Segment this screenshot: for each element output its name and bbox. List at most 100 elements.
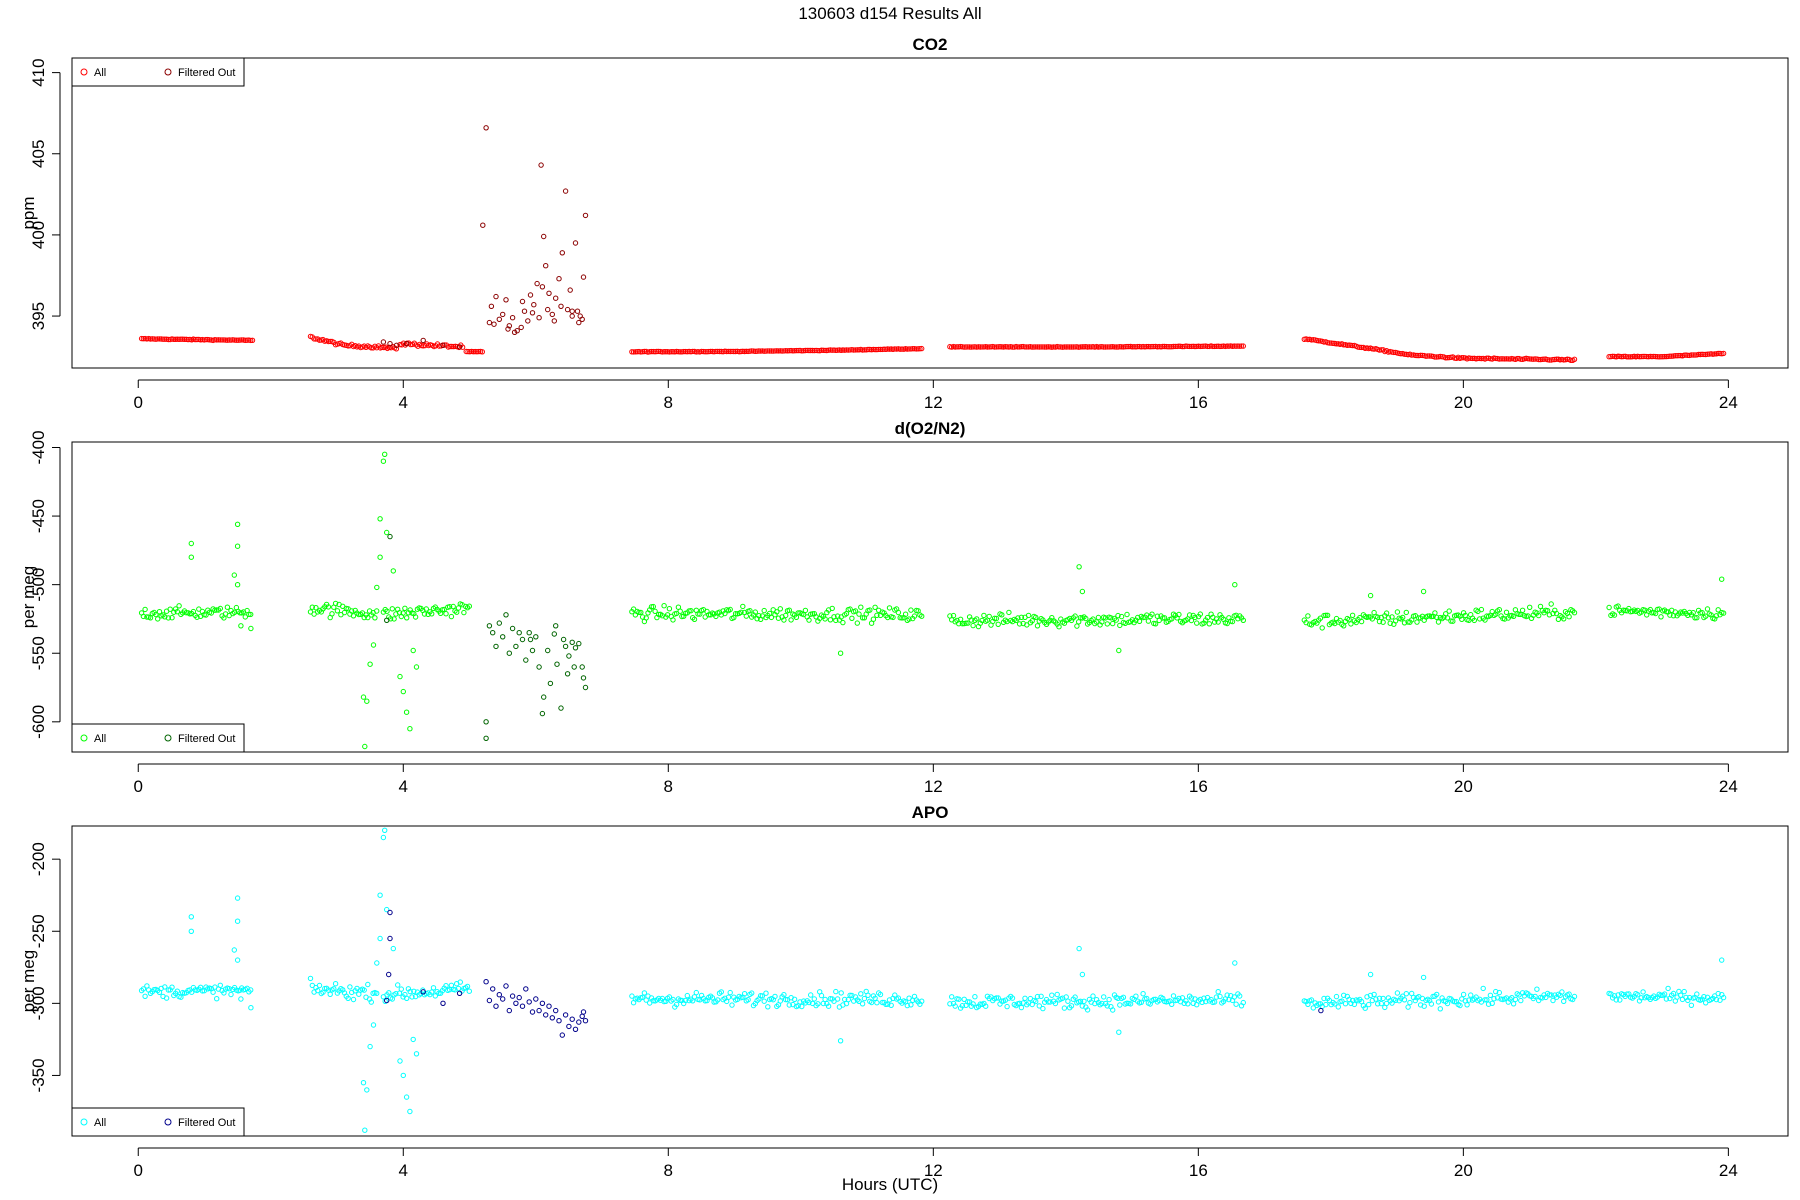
data-point xyxy=(1428,1001,1435,1007)
data-point xyxy=(881,346,887,352)
data-point xyxy=(1638,995,1645,1001)
data-point xyxy=(377,935,383,942)
data-point xyxy=(874,1000,880,1006)
data-point xyxy=(1394,609,1401,615)
data-point xyxy=(809,611,816,617)
x-tick-label: 8 xyxy=(664,393,673,412)
data-point xyxy=(1144,995,1150,1002)
filtered-point xyxy=(556,1018,562,1024)
filtered-point xyxy=(582,212,589,219)
data-point xyxy=(995,995,1001,1001)
data-point xyxy=(1029,618,1035,624)
data-point xyxy=(915,346,921,352)
data-point xyxy=(248,611,254,618)
data-point xyxy=(684,992,690,999)
data-point xyxy=(983,1003,989,1009)
filtered-point xyxy=(486,623,493,629)
data-point xyxy=(1204,343,1211,350)
data-point xyxy=(1102,615,1109,621)
y-axis-label: per meg xyxy=(19,566,38,628)
data-point xyxy=(1179,343,1186,350)
filtered-point xyxy=(536,1007,542,1014)
data-point xyxy=(1235,343,1241,349)
x-tick-label: 20 xyxy=(1454,1161,1473,1180)
data-point xyxy=(1025,612,1032,619)
filtered-point xyxy=(386,971,392,978)
data-point xyxy=(677,997,683,1003)
filtered-point xyxy=(519,636,526,643)
data-point xyxy=(856,998,862,1004)
data-point xyxy=(1412,352,1419,359)
data-point xyxy=(981,612,987,619)
filtered-point xyxy=(519,298,526,305)
filtered-point xyxy=(559,1032,565,1038)
data-point xyxy=(1627,354,1634,360)
filtered-point xyxy=(569,313,575,319)
data-point xyxy=(629,349,635,355)
data-point xyxy=(1487,992,1494,998)
data-point xyxy=(1079,971,1086,978)
data-point xyxy=(806,999,812,1006)
data-point xyxy=(231,609,238,615)
y-axis: -200 -250 -300 -350 xyxy=(29,842,61,1092)
data-point xyxy=(404,995,410,1001)
data-point xyxy=(1434,614,1440,620)
data-point xyxy=(188,928,195,934)
data-point xyxy=(1448,618,1454,624)
data-point xyxy=(833,347,839,353)
data-point xyxy=(1186,612,1193,618)
data-point xyxy=(176,336,182,342)
data-point xyxy=(970,1001,976,1007)
data-point xyxy=(1686,994,1693,1001)
y-tick-label: -600 xyxy=(29,705,48,739)
data-point xyxy=(885,1001,891,1007)
data-point xyxy=(1188,995,1195,1001)
data-point xyxy=(1118,344,1125,350)
filtered-point xyxy=(513,643,519,650)
data-point xyxy=(436,990,442,996)
data-point xyxy=(1333,341,1340,347)
data-point xyxy=(1097,344,1103,350)
figure-suptitle: 130603 d154 Results All xyxy=(798,4,981,23)
data-point xyxy=(847,606,853,612)
data-point xyxy=(203,336,209,343)
data-point xyxy=(1720,350,1727,357)
data-point xyxy=(1444,355,1451,361)
data-point xyxy=(867,607,873,613)
plot-frame xyxy=(71,825,1789,1137)
x-tick-label: 16 xyxy=(1189,1161,1208,1180)
data-point xyxy=(1224,992,1230,998)
data-point xyxy=(400,1072,406,1079)
data-point xyxy=(374,990,380,996)
filtered-point xyxy=(539,710,546,717)
data-point xyxy=(793,614,800,620)
data-point xyxy=(1116,647,1122,654)
data-point xyxy=(732,611,739,617)
data-point xyxy=(1704,606,1711,612)
data-point xyxy=(1197,611,1204,617)
data-point xyxy=(1079,344,1086,350)
legend: All Filtered Out xyxy=(71,723,245,753)
data-point xyxy=(1240,343,1247,349)
data-point xyxy=(727,989,733,996)
data-point xyxy=(1319,625,1325,631)
filtered-point xyxy=(579,1013,585,1019)
data-point xyxy=(407,988,413,995)
data-point xyxy=(1656,354,1662,360)
filtered-point xyxy=(387,935,393,942)
data-point xyxy=(1502,616,1508,622)
data-point xyxy=(242,337,249,343)
y-axis-label: per meg xyxy=(19,950,38,1012)
filtered-point xyxy=(506,323,512,329)
data-point xyxy=(142,993,148,999)
data-point xyxy=(1518,356,1524,362)
data-point xyxy=(1321,995,1327,1002)
data-point xyxy=(1468,355,1474,361)
data-point xyxy=(768,348,775,354)
data-point xyxy=(858,604,864,610)
filtered-point xyxy=(566,653,572,659)
data-point xyxy=(829,347,835,353)
data-point xyxy=(715,997,721,1003)
data-point xyxy=(325,338,332,345)
data-point xyxy=(398,986,404,992)
